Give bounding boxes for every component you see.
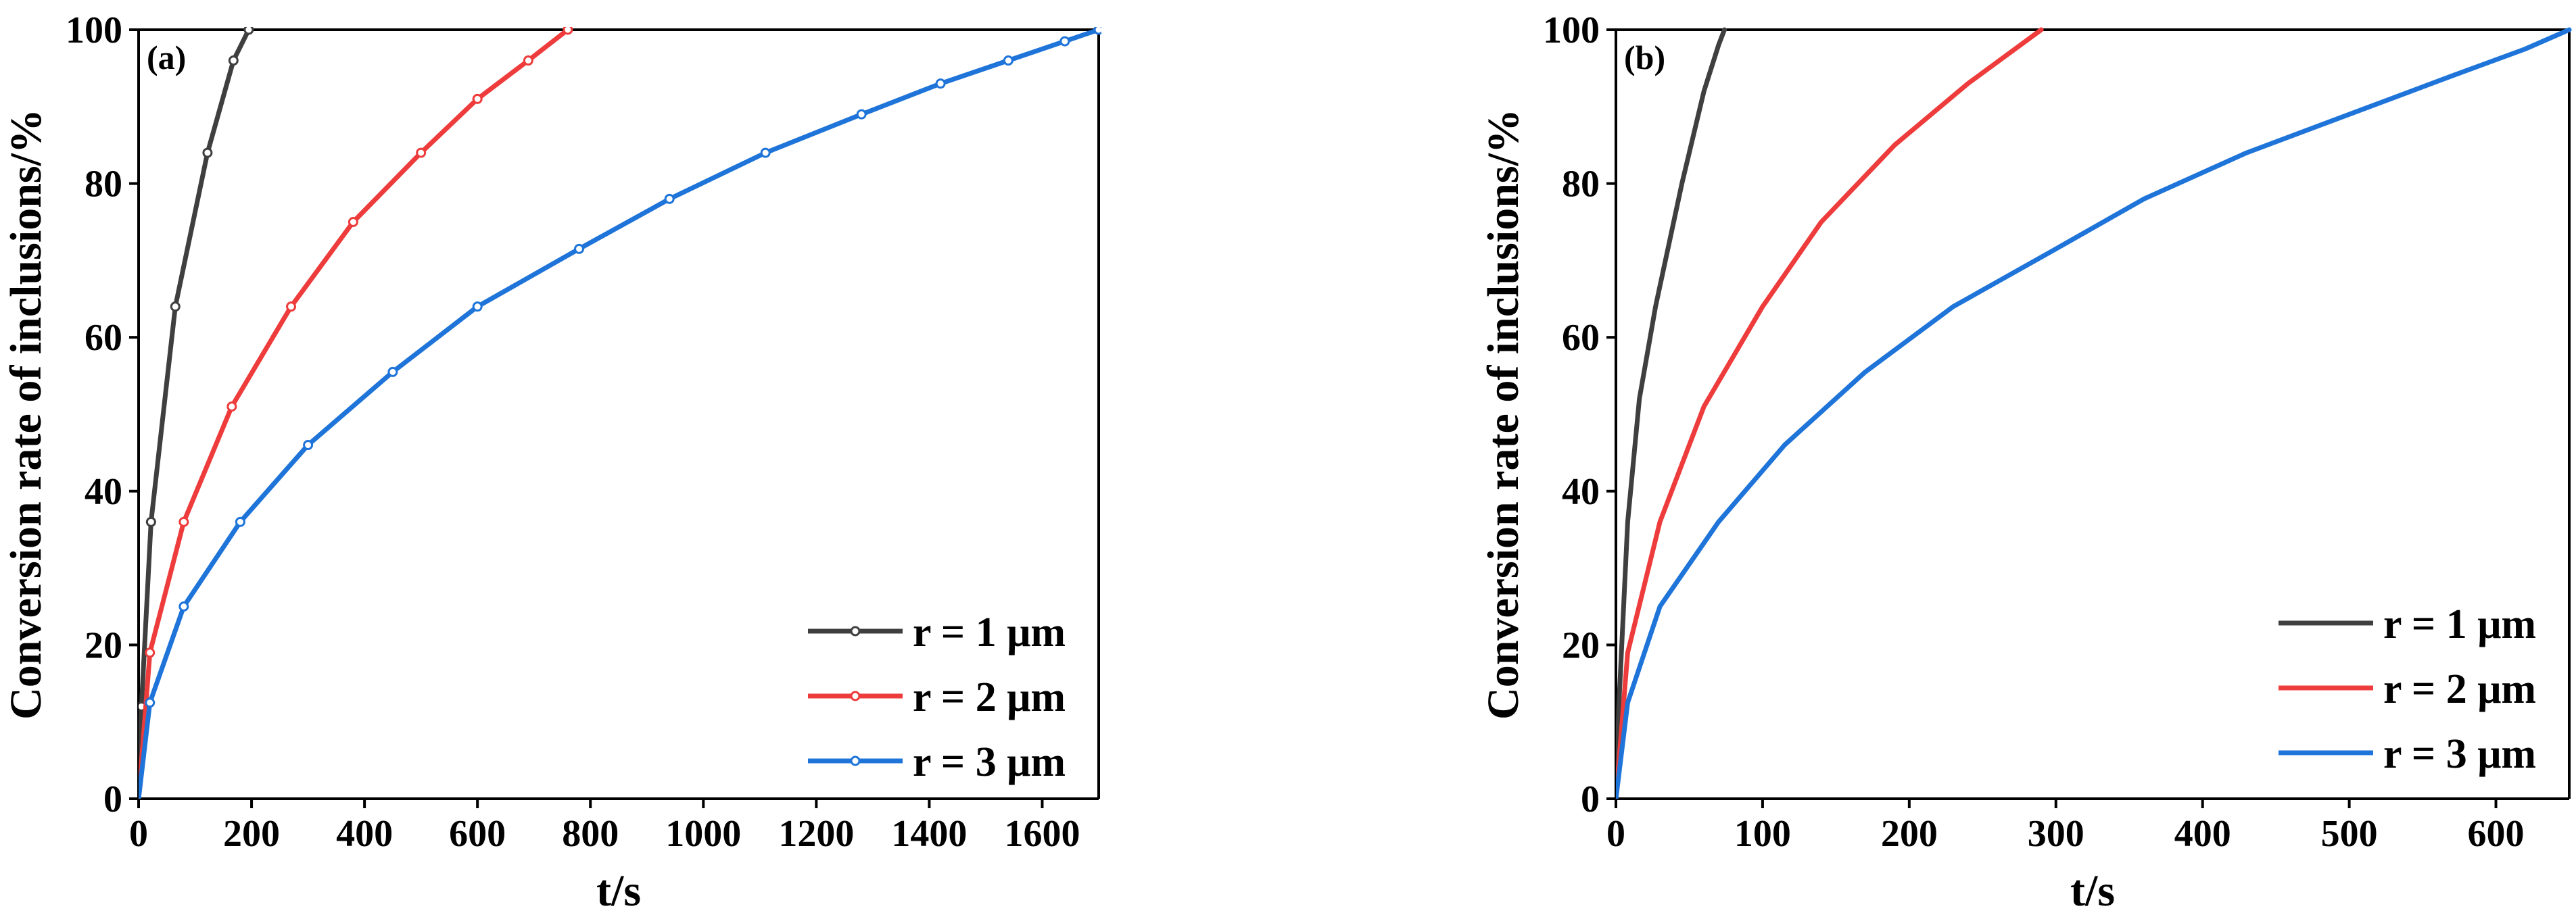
series-r3um-point	[1093, 27, 1101, 35]
series-r2um-line	[1616, 27, 2044, 799]
series-r2um-point	[563, 27, 573, 35]
series-r2um-point	[416, 147, 427, 158]
x-tick-label: 1200	[778, 813, 854, 855]
series-r1um-line	[1616, 27, 1727, 799]
x-axis-label: t/s	[2070, 866, 2115, 916]
x-tick-label: 1600	[1004, 813, 1080, 855]
y-tick-label: 80	[1562, 164, 1600, 205]
x-tick-label: 0	[129, 813, 148, 855]
legend-label: r = 3 μm	[2383, 731, 2536, 777]
y-tick-label: 80	[85, 164, 122, 205]
legend-label: r = 1 μm	[913, 610, 1066, 655]
series-r1um-point	[145, 516, 156, 527]
panel-label: (b)	[1624, 39, 1665, 76]
x-tick-label: 600	[449, 813, 506, 855]
y-tick-label: 100	[1543, 9, 1600, 51]
x-tick-label: 1000	[665, 813, 741, 855]
series-r2um-point	[523, 55, 533, 66]
x-tick-label: 600	[2468, 813, 2525, 855]
series-r2um	[1616, 27, 2044, 799]
series-r3um-point	[303, 440, 314, 451]
y-tick-label: 20	[85, 624, 122, 666]
legend: r = 1 μm r = 2 μm r = 3 μm	[808, 610, 1066, 785]
series-r3um-point	[664, 193, 675, 204]
series-r3um-point	[574, 243, 585, 254]
series-r2um-point	[226, 401, 237, 412]
x-tick-label: 1400	[891, 813, 967, 855]
x-tick-label: 500	[2321, 813, 2378, 855]
series-r3um	[1616, 27, 2572, 799]
y-tick-label: 40	[85, 471, 122, 513]
y-tick-label: 60	[1562, 317, 1600, 359]
x-axis-label: t/s	[596, 866, 641, 916]
series-r2um-point	[178, 516, 189, 527]
series-r2um-line	[139, 27, 571, 799]
x-tick-label: 0	[1606, 813, 1625, 855]
y-axis-label: Conversion rate of inclusions/%	[1479, 109, 1528, 720]
series-r2um-point	[286, 301, 297, 312]
series-r3um-point	[178, 601, 189, 612]
y-tick-label: 40	[1562, 471, 1600, 513]
x-tick-label: 200	[223, 813, 280, 855]
series-r1um-point	[170, 301, 181, 312]
y-axis-label: Conversion rate of inclusions/%	[1, 109, 51, 720]
x-tick-label: 400	[336, 813, 393, 855]
series-r2um	[139, 27, 573, 799]
series-r3um-point	[1059, 36, 1070, 47]
series-r3um-point	[935, 78, 946, 89]
series-r2um-point	[145, 647, 156, 658]
chart-panel-a: 0 200 400 600 800 1000 1200 1400 1600 0 20 40 60 80 10…	[1, 9, 1101, 916]
y-tick-label: 20	[1562, 624, 1600, 666]
y-tick-label: 100	[66, 9, 122, 51]
series-r3um-point	[387, 366, 398, 377]
y-tick-label: 60	[85, 317, 122, 359]
legend-label: r = 3 μm	[913, 739, 1066, 785]
x-tick-label: 200	[1881, 813, 1938, 855]
series-r2um-point	[348, 217, 358, 227]
legend-marker	[850, 626, 861, 637]
series-r3um	[139, 27, 1101, 799]
series-r3um-point	[472, 301, 483, 312]
series-r1um-point	[202, 147, 213, 158]
x-tick-label: 400	[2174, 813, 2231, 855]
series-r3um-point	[145, 697, 156, 708]
y-tick-label: 0	[103, 778, 122, 820]
x-tick-label: 100	[1734, 813, 1791, 855]
legend-label: r = 1 μm	[2383, 601, 2536, 647]
series-r1um-point	[228, 55, 239, 66]
series-r3um-point	[1003, 55, 1013, 66]
series-r1um-point	[243, 27, 254, 35]
y-tick-label: 0	[1581, 778, 1600, 820]
series-r3um-point	[235, 516, 245, 527]
chart-panel-b: 0 100 200 300 400 500 600 0 20 40 60 80 100 t/s Conver…	[1479, 9, 2572, 916]
series-r3um-line	[1616, 27, 2572, 799]
x-tick-label: 300	[2028, 813, 2084, 855]
legend-label: r = 2 μm	[2383, 666, 2536, 712]
legend-marker	[850, 755, 861, 766]
series-r3um-point	[856, 109, 867, 120]
series-r1um	[1616, 27, 1727, 799]
legend-marker	[850, 691, 861, 701]
x-tick-label: 800	[562, 813, 619, 855]
series-r3um-point	[760, 147, 771, 158]
panel-label: (a)	[147, 39, 186, 76]
legend: r = 1 μm r = 2 μm r = 3 μm	[2279, 601, 2536, 777]
legend-label: r = 2 μm	[913, 674, 1066, 720]
series-r2um-point	[472, 93, 483, 104]
